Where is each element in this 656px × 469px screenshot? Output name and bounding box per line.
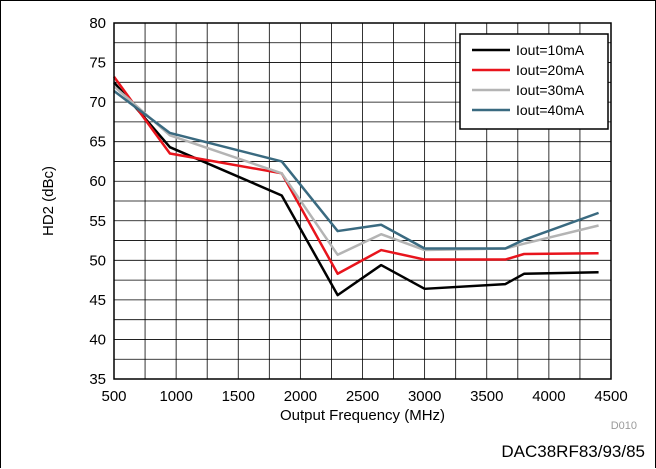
x-tick-label: 1500 <box>222 388 255 405</box>
x-tick-label: 500 <box>101 388 126 405</box>
series-line-4 <box>113 90 599 250</box>
x-tick-label: 3000 <box>408 388 441 405</box>
legend-label: Iout=10mA <box>516 42 585 58</box>
legend-label: Iout=20mA <box>516 62 585 78</box>
y-tick-label: 75 <box>89 55 106 72</box>
x-axis-label: Output Frequency (MHz) <box>280 407 445 424</box>
y-tick-label: 65 <box>89 134 106 151</box>
legend-label: Iout=40mA <box>516 102 585 118</box>
x-tick-label: 2000 <box>284 388 317 405</box>
x-tick-label: 1000 <box>159 388 192 405</box>
y-tick-label: 70 <box>89 94 106 111</box>
plot-border <box>113 22 612 380</box>
x-tick-labels: 500 1000 1500 2000 2500 3000 3500 4000 4500 <box>101 388 627 405</box>
x-tick-label: 2500 <box>346 388 379 405</box>
y-axis-label: HD2 (dBc) <box>40 166 57 236</box>
series-line-3 <box>113 85 599 257</box>
y-tick-label: 80 <box>89 15 106 32</box>
part-number: DAC38RF83/93/85 <box>501 442 645 461</box>
legend: Iout=10mA Iout=20mA Iout=30mA Iout=40mA <box>459 33 609 130</box>
series-layer <box>112 76 599 297</box>
y-tick-label: 50 <box>89 252 106 269</box>
x-tick-label: 4500 <box>594 388 627 405</box>
x-tick-label: 3500 <box>470 388 503 405</box>
series-line-2 <box>112 76 599 276</box>
x-tick-label: 4000 <box>532 388 565 405</box>
y-tick-label: 45 <box>89 292 106 309</box>
figure-code: D010 <box>610 420 637 432</box>
legend-box <box>459 33 609 130</box>
y-tick-labels: 35 40 45 50 55 60 65 70 75 80 <box>89 15 106 388</box>
y-tick-label: 60 <box>89 173 106 190</box>
y-tick-label: 40 <box>89 331 106 348</box>
y-tick-label: 35 <box>89 371 106 388</box>
legend-label: Iout=30mA <box>516 82 585 98</box>
series-line-1 <box>113 81 599 297</box>
y-tick-label: 55 <box>89 213 106 230</box>
